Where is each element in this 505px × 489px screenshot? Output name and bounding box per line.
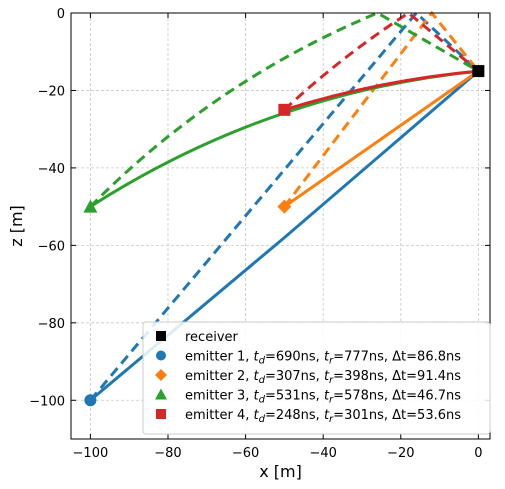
legend-emitter-1-marker bbox=[156, 350, 166, 361]
legend-emitter-3-marker bbox=[155, 388, 167, 400]
emitter-2-marker bbox=[277, 199, 292, 214]
legend-emitter-4-marker bbox=[156, 409, 166, 419]
x-tick-label: −20 bbox=[387, 446, 414, 461]
emitter-3-direct-path bbox=[89, 69, 479, 208]
emitter-4-direct-path bbox=[283, 69, 479, 112]
x-tick-label: −100 bbox=[73, 446, 109, 461]
y-tick-label: −80 bbox=[38, 317, 65, 332]
receiver-marker bbox=[472, 65, 485, 78]
y-tick-label: 0 bbox=[57, 7, 65, 22]
y-tick-label: −100 bbox=[29, 394, 65, 409]
legend-emitter-2-marker bbox=[155, 369, 167, 381]
emitter-3-reflected-path bbox=[89, 11, 480, 208]
legend-emitter-1-label: emitter 1, td=690ns, tr=777ns, Δt=86.8ns bbox=[185, 350, 461, 367]
emitter-4-reflected-path bbox=[283, 11, 480, 111]
emitter-4-marker bbox=[278, 103, 291, 116]
grid bbox=[71, 12, 490, 439]
emitter-3-marker bbox=[83, 199, 98, 213]
y-tick-label: −20 bbox=[38, 84, 65, 99]
y-tick-label: −40 bbox=[38, 162, 65, 177]
legend: receiver emitter 1, td=690ns, tr=777ns, Δ… bbox=[142, 321, 491, 435]
legend-emitter-2-label: emitter 2, td=307ns, tr=398ns, Δt=91.4ns bbox=[185, 369, 461, 386]
legend-receiver-label: receiver bbox=[185, 330, 239, 345]
x-tick-label: 0 bbox=[474, 446, 482, 461]
legend-box bbox=[142, 321, 491, 435]
emitter-1-marker bbox=[84, 394, 97, 407]
legend-emitter-4-label: emitter 4, td=248ns, tr=301ns, Δt=53.6ns bbox=[185, 408, 461, 425]
x-tick-label: −60 bbox=[232, 446, 259, 461]
ticks: −100 −80 −60 −40 −20 0 0 −20 −40 −60 −80 −100 bbox=[29, 7, 490, 461]
x-tick-label: −80 bbox=[154, 446, 181, 461]
y-axis-label: z [m] bbox=[7, 205, 26, 247]
y-tick-label: −60 bbox=[38, 239, 65, 254]
x-axis-label: x [m] bbox=[259, 462, 302, 481]
emitter-2-direct-path bbox=[283, 69, 480, 208]
emitter-1-reflected-path bbox=[89, 10, 480, 402]
axes-frame bbox=[70, 12, 491, 440]
x-tick-label: −40 bbox=[309, 446, 336, 461]
legend-receiver-marker bbox=[156, 331, 166, 341]
legend-emitter-3-label: emitter 3, td=531ns, tr=578ns, Δt=46.7ns bbox=[185, 389, 461, 406]
plot-area bbox=[83, 10, 485, 407]
